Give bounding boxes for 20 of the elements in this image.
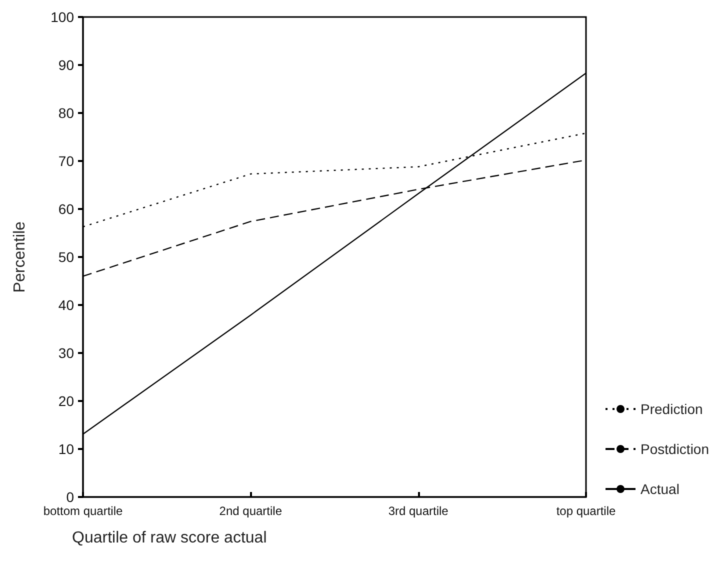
x-tick-label: bottom quartile bbox=[43, 504, 124, 518]
x-tick-label: top quartile bbox=[556, 504, 616, 518]
y-tick-label: 10 bbox=[58, 441, 74, 457]
y-axis-title: Percentile bbox=[12, 221, 28, 293]
y-tick-label: 100 bbox=[50, 9, 74, 25]
y-tick-label: 80 bbox=[58, 105, 74, 121]
y-tick-label: 40 bbox=[58, 297, 74, 313]
x-tick-label: 3rd quartile bbox=[388, 504, 449, 518]
legend-label: Actual bbox=[640, 481, 680, 497]
y-tick-label: 70 bbox=[58, 153, 74, 169]
legend-label: Postdiction bbox=[640, 441, 709, 457]
y-tick-label: 50 bbox=[58, 249, 74, 265]
legend-label: Prediction bbox=[640, 401, 703, 417]
y-tick-label: 60 bbox=[58, 201, 74, 217]
y-tick-label: 30 bbox=[58, 345, 74, 361]
y-tick-label: 20 bbox=[58, 393, 74, 409]
x-tick-label: 2nd quartile bbox=[219, 504, 282, 518]
y-tick-label: 90 bbox=[58, 57, 74, 73]
x-axis-title: Quartile of raw score actual bbox=[72, 530, 267, 546]
y-tick-label: 0 bbox=[66, 489, 74, 505]
